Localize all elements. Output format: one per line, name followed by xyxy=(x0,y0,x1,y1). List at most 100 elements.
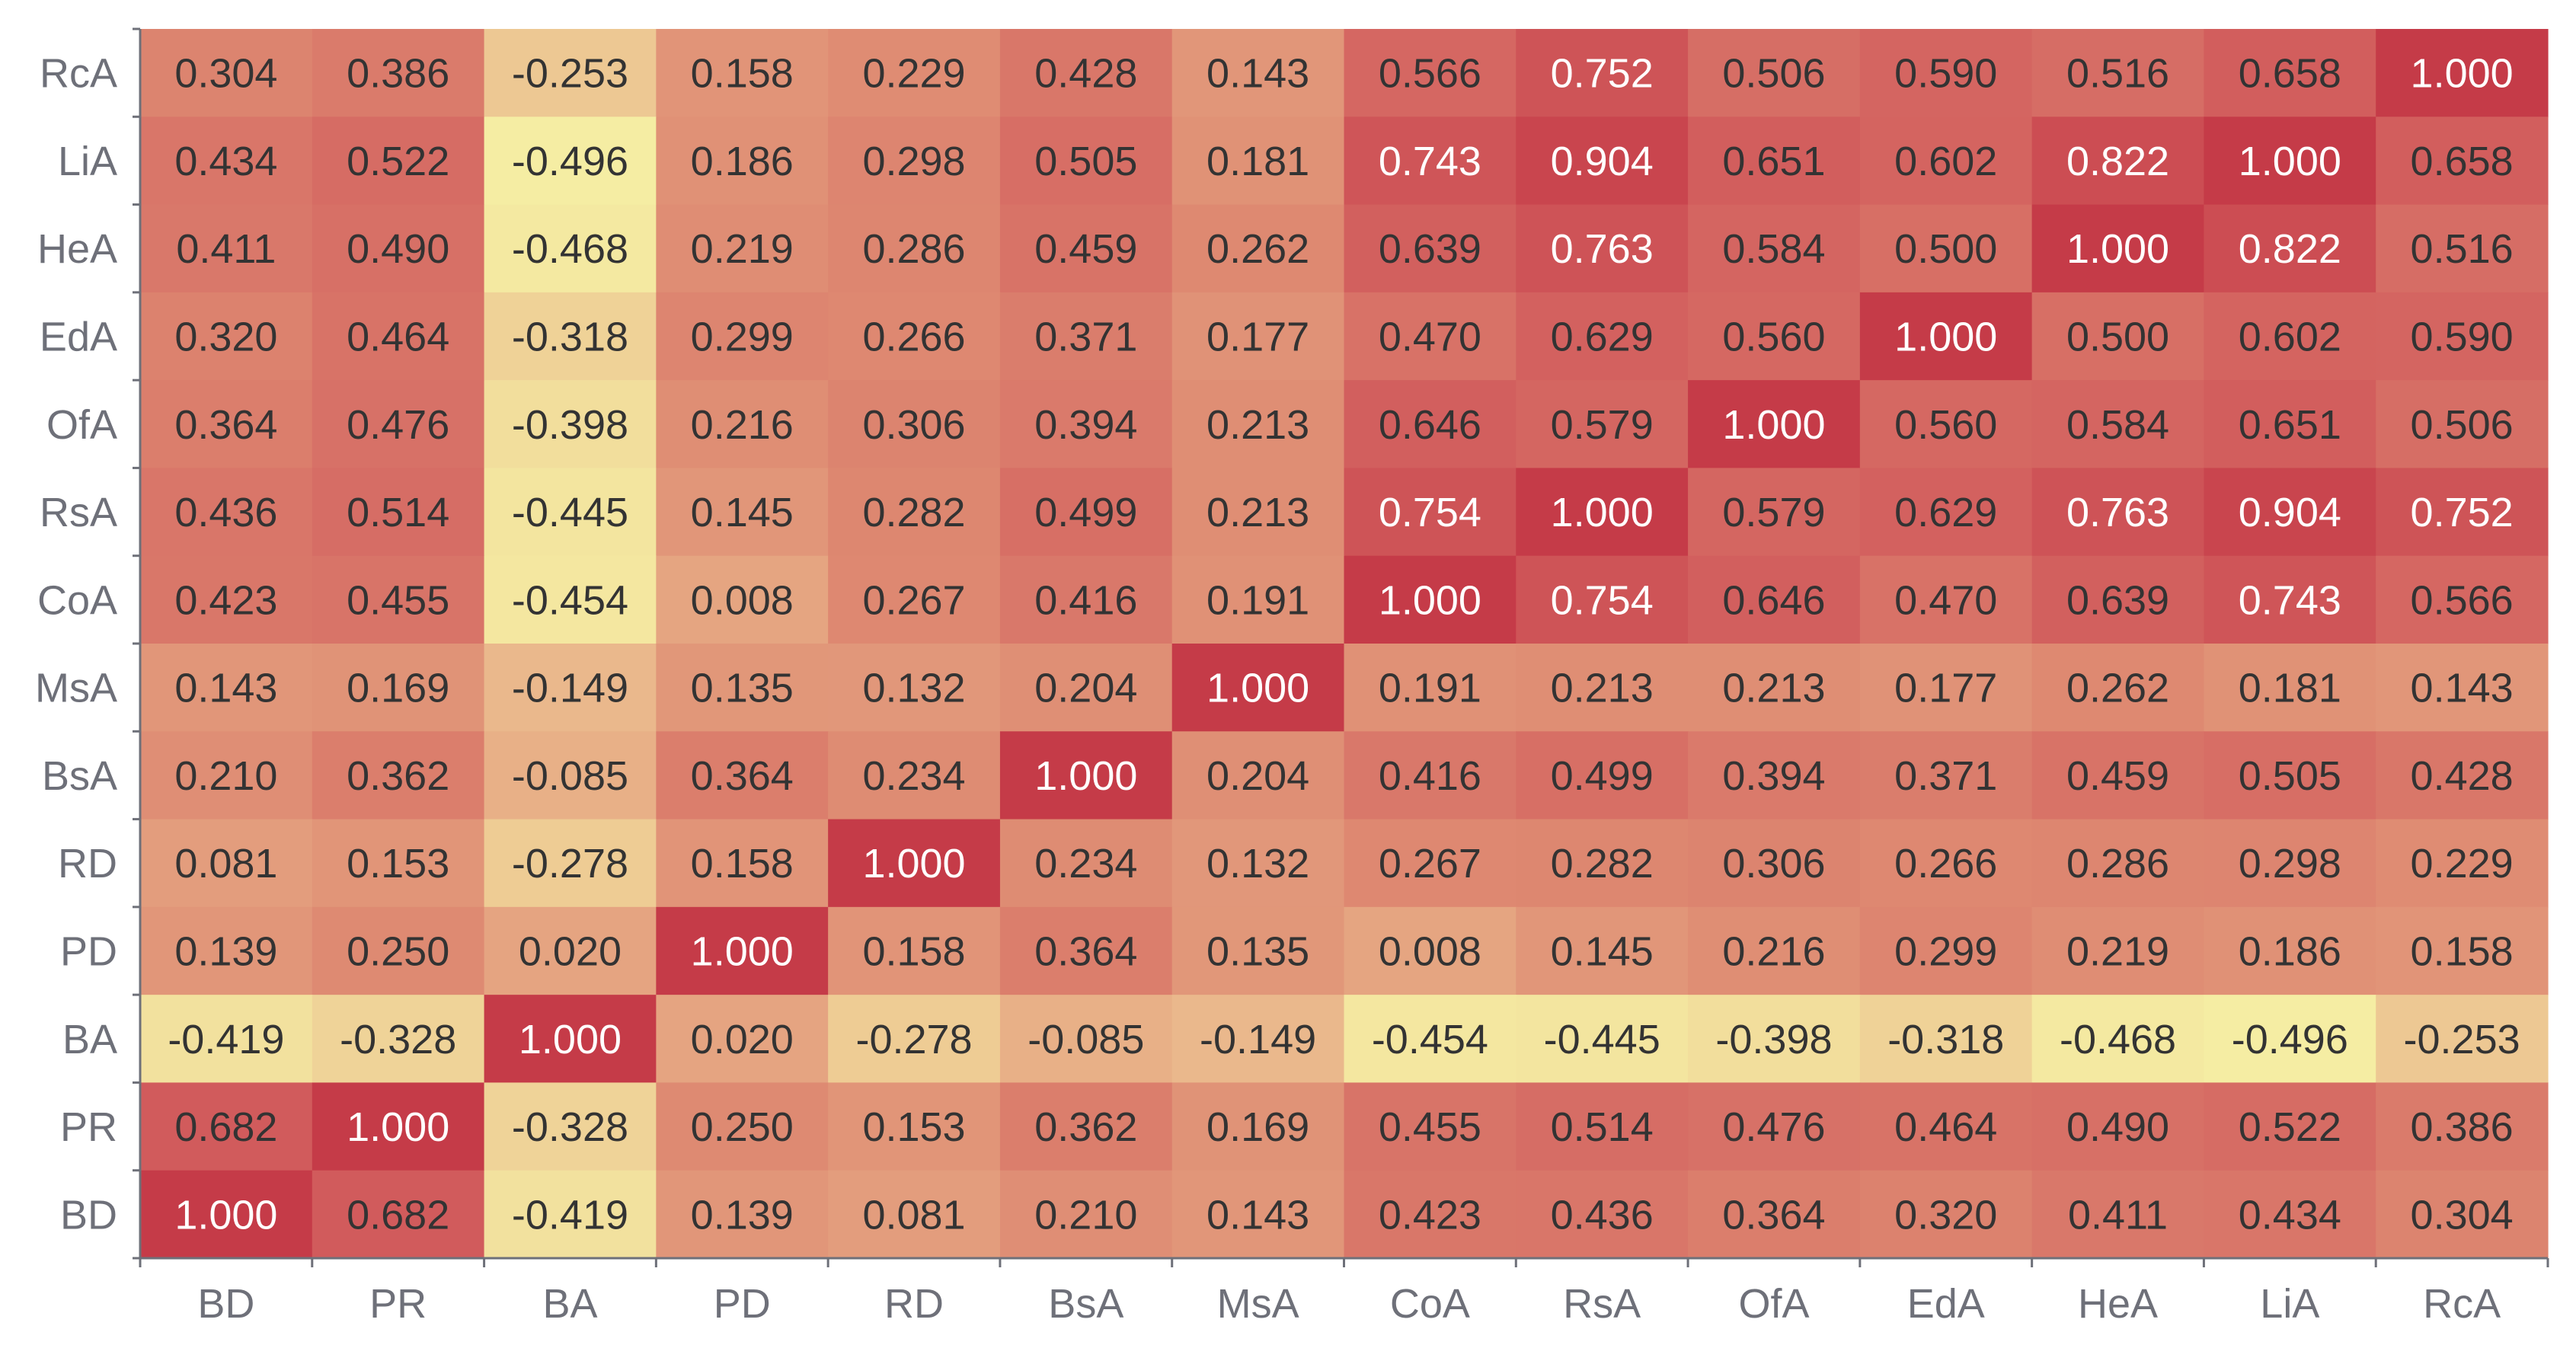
cell-value-label: -0.468 xyxy=(2060,1017,2176,1062)
heatmap-cell xyxy=(1688,380,1861,469)
heatmap-cell xyxy=(656,29,829,117)
cell-value-label: 0.181 xyxy=(2239,666,2341,711)
heatmap-cell xyxy=(2031,555,2205,644)
heatmap-cell xyxy=(2031,468,2205,557)
cell-value-label: 0.436 xyxy=(1551,1192,1654,1238)
heatmap-cell xyxy=(484,995,657,1084)
heatmap-cell xyxy=(656,117,829,206)
cell-value-label: 0.682 xyxy=(174,1104,277,1150)
cell-value-label: 0.584 xyxy=(2066,402,2169,448)
heatmap-cell xyxy=(1688,204,1861,293)
cell-value-label: 0.500 xyxy=(1894,226,1997,272)
cell-value-label: 0.476 xyxy=(347,402,449,448)
cell-value-label: 0.229 xyxy=(862,51,965,97)
cell-value-label: 0.213 xyxy=(1551,666,1654,711)
cell-value-label: 0.143 xyxy=(174,666,277,711)
heatmap-cell xyxy=(828,204,1001,293)
heatmap-cell xyxy=(656,468,829,557)
x-tick-label: HeA xyxy=(2078,1281,2158,1327)
heatmap-cell xyxy=(1516,819,1689,908)
heatmap-cell xyxy=(484,555,657,644)
y-tick-label: BsA xyxy=(42,753,117,799)
cell-value-label: 0.416 xyxy=(1379,753,1481,799)
cell-value-label: -0.253 xyxy=(512,51,628,97)
cell-value-label: 0.590 xyxy=(1894,51,1997,97)
cell-value-label: 0.135 xyxy=(1207,929,1309,975)
cell-value-label: 0.639 xyxy=(1379,226,1481,272)
heatmap-cell xyxy=(1344,117,1517,206)
heatmap-cell xyxy=(1688,644,1861,732)
heatmap-cell xyxy=(999,204,1173,293)
cell-value-label: -0.085 xyxy=(1028,1017,1144,1062)
cell-value-label: 0.191 xyxy=(1207,577,1309,623)
heatmap-cell xyxy=(140,995,313,1084)
cell-value-label: 0.191 xyxy=(1379,666,1481,711)
x-tick-label: CoA xyxy=(1390,1281,1470,1327)
cell-value-label: 0.560 xyxy=(1894,402,1997,448)
cell-value-label: 0.514 xyxy=(347,490,449,535)
cell-value-label: 1.000 xyxy=(2066,226,2169,272)
heatmap-cell xyxy=(1344,644,1517,732)
cell-value-label: 0.651 xyxy=(2239,402,2341,448)
heatmap-cell xyxy=(312,731,485,820)
cell-value-label: 0.428 xyxy=(1034,51,1137,97)
cell-value-label: 0.459 xyxy=(1034,226,1137,272)
cell-value-label: 0.135 xyxy=(691,666,794,711)
cell-value-label: 0.506 xyxy=(1722,51,1825,97)
heatmap-cell xyxy=(1171,204,1345,293)
cell-value-label: 0.143 xyxy=(2411,666,2514,711)
heatmap-cell xyxy=(312,995,485,1084)
cell-value-label: 0.286 xyxy=(862,226,965,272)
cell-value-label: -0.468 xyxy=(512,226,628,272)
heatmap-cell xyxy=(1688,1082,1861,1171)
cell-value-label: 0.428 xyxy=(2411,753,2514,799)
heatmap-cell xyxy=(2204,204,2376,293)
heatmap-cell xyxy=(312,204,485,293)
heatmap-cell xyxy=(2031,906,2205,995)
heatmap-cell xyxy=(484,906,657,995)
cell-value-label: 0.364 xyxy=(174,402,277,448)
cell-value-label: 0.216 xyxy=(691,402,794,448)
heatmap-cell xyxy=(2204,29,2376,117)
heatmap-cell xyxy=(312,380,485,469)
cell-value-label: 0.364 xyxy=(1722,1192,1825,1238)
heatmap-cell xyxy=(828,292,1001,381)
cell-value-label: 0.394 xyxy=(1722,753,1825,799)
heatmap-cell xyxy=(1859,380,2033,469)
heatmap-cell xyxy=(1344,204,1517,293)
cell-value-label: 0.267 xyxy=(1379,841,1481,887)
heatmap-cell xyxy=(484,292,657,381)
heatmap-cell xyxy=(828,468,1001,557)
cell-value-label: 0.522 xyxy=(2239,1104,2341,1150)
heatmap-cell xyxy=(828,644,1001,732)
cell-value-label: 0.682 xyxy=(347,1192,449,1238)
cell-value-label: 0.143 xyxy=(1207,1192,1309,1238)
heatmap-cell xyxy=(2204,1082,2376,1171)
y-tick-label: RcA xyxy=(40,51,117,97)
heatmap-cell xyxy=(2376,117,2549,206)
heatmap-cell xyxy=(2031,644,2205,732)
cell-value-label: 0.411 xyxy=(2068,1192,2168,1238)
heatmap-cell xyxy=(1171,644,1345,732)
heatmap-cell xyxy=(656,819,829,908)
cell-value-label: 0.250 xyxy=(691,1104,794,1150)
cell-value-label: 0.646 xyxy=(1379,402,1481,448)
cell-value-label: -0.278 xyxy=(512,841,628,887)
heatmap-cell xyxy=(1171,555,1345,644)
heatmap-cell xyxy=(1859,1082,2033,1171)
cell-value-label: 0.266 xyxy=(1894,841,1997,887)
heatmap-cell xyxy=(1516,1082,1689,1171)
cell-value-label: 0.364 xyxy=(691,753,794,799)
cell-value-label: 0.262 xyxy=(2066,666,2169,711)
cell-value-label: 0.143 xyxy=(1207,51,1309,97)
cell-value-label: 1.000 xyxy=(2239,139,2341,184)
cell-value-label: 0.158 xyxy=(691,841,794,887)
heatmap-cell xyxy=(999,819,1173,908)
heatmap-cell xyxy=(1688,906,1861,995)
cell-value-label: 0.629 xyxy=(1894,490,1997,535)
heatmap-cell xyxy=(140,29,313,117)
cell-value-label: -0.419 xyxy=(512,1192,628,1238)
heatmap-cell xyxy=(140,204,313,293)
cell-value-label: 0.590 xyxy=(2411,315,2514,360)
